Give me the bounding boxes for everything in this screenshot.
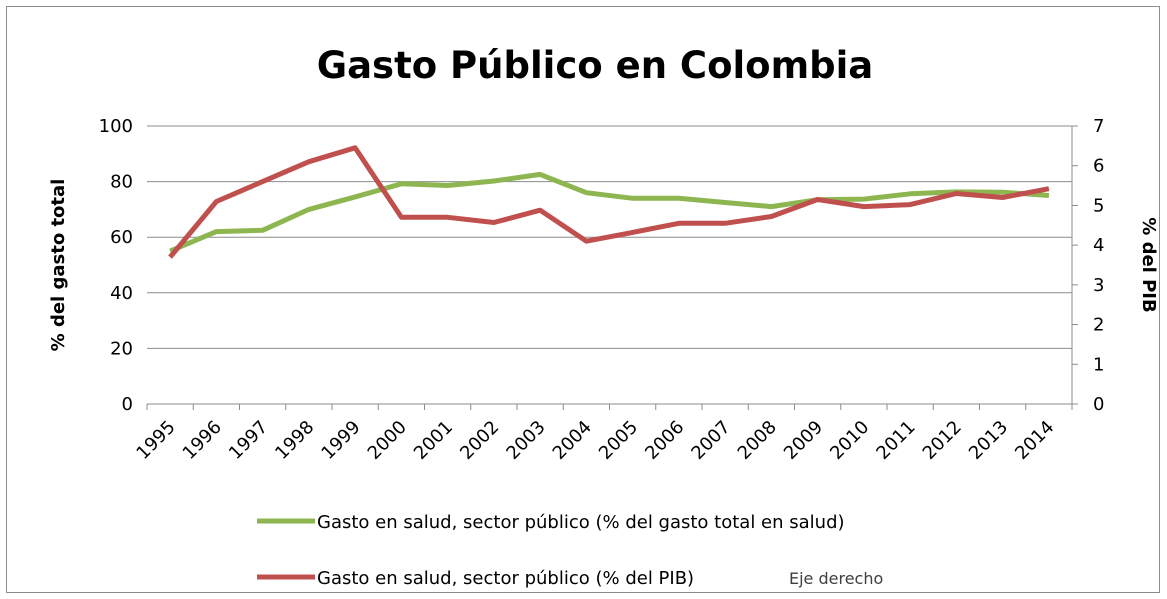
x-tick-label-2011: 2011: [872, 417, 919, 464]
x-tick-label-1998: 1998: [271, 417, 318, 464]
x-tick-label-2005: 2005: [595, 417, 642, 464]
y2-tick-label-3: 3: [1093, 275, 1104, 296]
x-tick-label-1995: 1995: [132, 417, 179, 464]
x-tick-label-2009: 2009: [780, 417, 827, 464]
y2-axis-title: % del PIB: [1138, 217, 1159, 312]
x-tick-label-2007: 2007: [687, 417, 734, 464]
x-tick-label-2002: 2002: [456, 417, 503, 464]
y2-tick-label-4: 4: [1093, 235, 1104, 256]
annotation-eje-derecho: Eje derecho: [789, 569, 883, 588]
y-tick-label-40: 40: [110, 283, 133, 304]
y-tick-label-80: 80: [110, 172, 133, 193]
chart-title: Gasto Público en Colombia: [317, 44, 874, 87]
chart-frame: [6, 6, 1160, 593]
y2-tick-label-1: 1: [1093, 354, 1104, 375]
x-tick-label-2012: 2012: [919, 417, 966, 464]
series-line-2: [168, 145, 1050, 259]
y2-tick-label-5: 5: [1093, 195, 1104, 216]
legend: Gasto en salud, sector público (% del ga…: [257, 512, 883, 589]
y2-tick-label-2: 2: [1093, 315, 1104, 336]
x-tick-label-1997: 1997: [225, 417, 272, 464]
x-tick-label-2006: 2006: [641, 417, 688, 464]
legend-label-1: Gasto en salud, sector público (% del ga…: [317, 512, 845, 533]
x-tick-label-2004: 2004: [549, 417, 596, 464]
legend-label-2: Gasto en salud, sector público (% del PI…: [317, 568, 694, 589]
x-tick-label-2013: 2013: [965, 417, 1012, 464]
gridlines: [147, 125, 1072, 349]
x-tick-label-1996: 1996: [179, 417, 226, 464]
series-layer: [168, 145, 1050, 259]
y2-tick-label-0: 0: [1093, 394, 1104, 415]
y-tick-label-20: 20: [110, 338, 133, 359]
y-axis-title: % del gasto total: [48, 179, 69, 352]
y-tick-label-0: 0: [122, 394, 133, 415]
y-tick-label-100: 100: [99, 116, 133, 137]
x-tick-label-2001: 2001: [410, 417, 457, 464]
x-tick-label-2010: 2010: [826, 417, 873, 464]
y2-tick-label-7: 7: [1093, 116, 1104, 137]
axes: 0 20 40 60 80 100 0 1 2 3 4 5 6 7 1995 1996 1997 1998 1999…: [99, 116, 1105, 464]
y-tick-label-60: 60: [110, 227, 133, 248]
x-tick-label-2003: 2003: [502, 417, 549, 464]
x-tick-label-1999: 1999: [317, 417, 364, 464]
y2-tick-label-6: 6: [1093, 156, 1104, 177]
series-line-1: [169, 171, 1050, 254]
x-tick-label-2008: 2008: [734, 417, 781, 464]
x-tick-label-2000: 2000: [364, 417, 411, 464]
x-tick-label-2014: 2014: [1011, 417, 1058, 464]
